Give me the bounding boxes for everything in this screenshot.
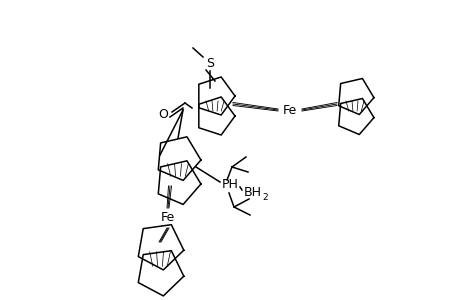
Text: O: O — [158, 109, 168, 122]
Text: BH: BH — [243, 187, 262, 200]
Text: Fe: Fe — [161, 212, 175, 224]
Text: S: S — [206, 56, 213, 70]
Text: Fe: Fe — [282, 103, 297, 116]
Text: 2: 2 — [262, 193, 267, 202]
Text: PH: PH — [222, 178, 238, 191]
